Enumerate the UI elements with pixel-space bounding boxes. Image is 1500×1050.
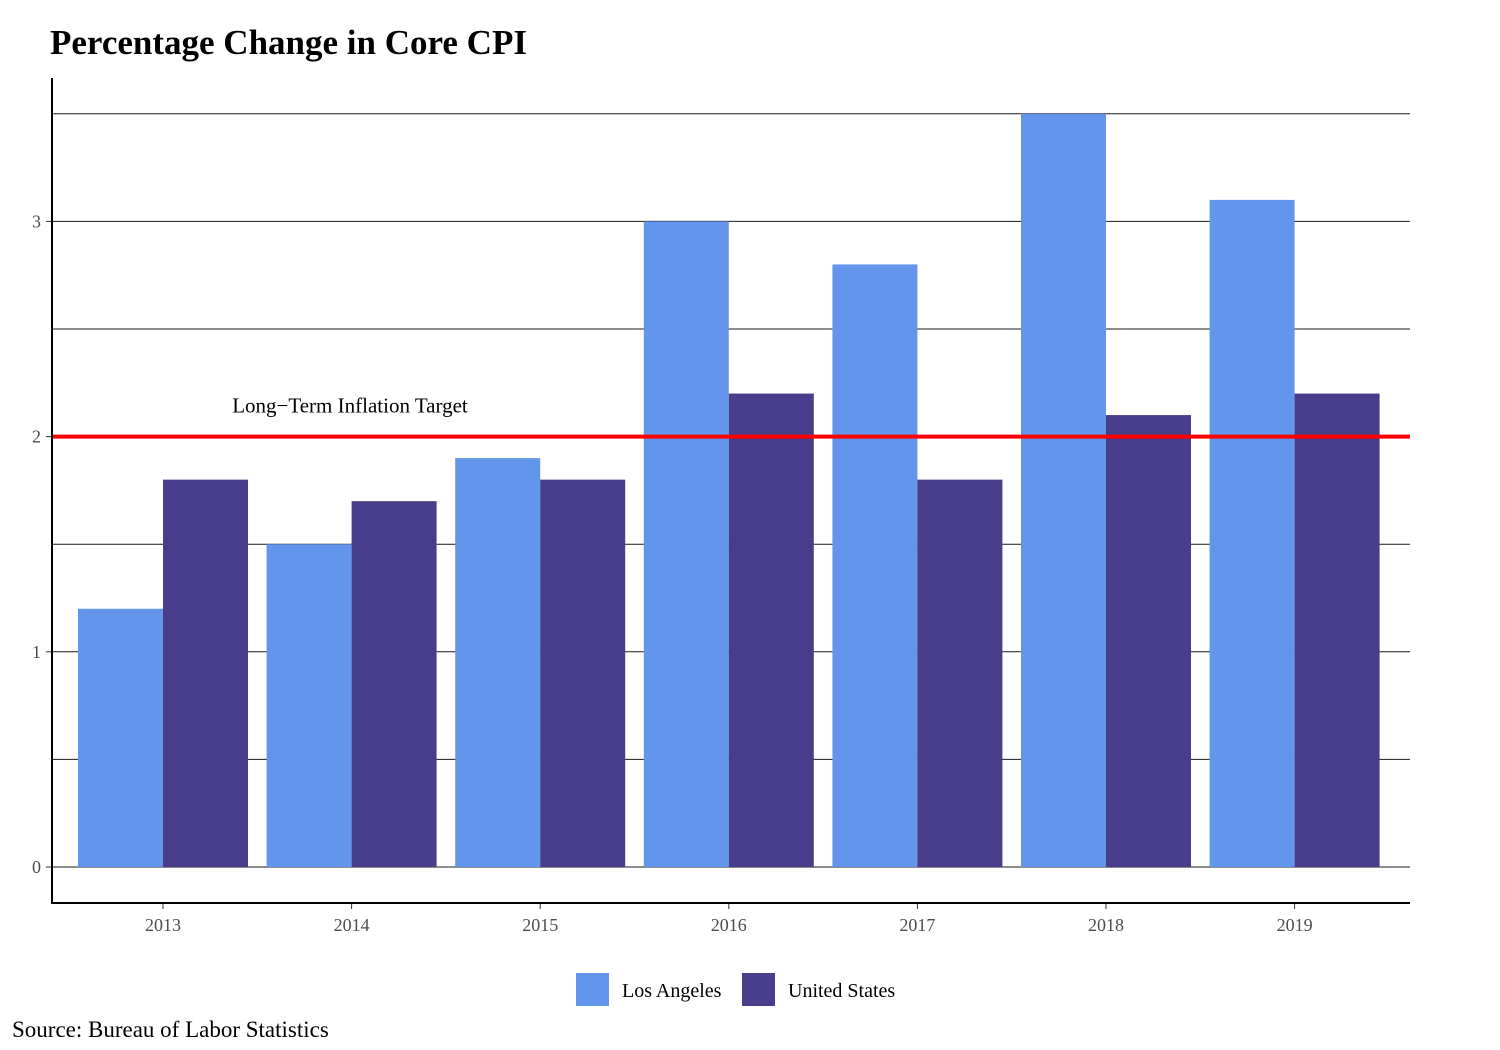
- bar: [1209, 199, 1295, 867]
- bar: [455, 458, 541, 867]
- chart-title: Percentage Change in Core CPI: [50, 23, 527, 62]
- x-tick-label: 2017: [899, 915, 935, 935]
- y-tick-label: 3: [32, 211, 41, 231]
- x-tick-label: 2018: [1088, 915, 1124, 935]
- x-tick-label: 2014: [334, 915, 370, 935]
- bar: [917, 479, 1003, 867]
- x-tick-label: 2015: [522, 915, 558, 935]
- bar: [832, 264, 918, 867]
- x-tick-label: 2016: [711, 915, 747, 935]
- bar: [351, 501, 437, 867]
- y-tick-label: 2: [32, 427, 41, 447]
- bar: [266, 544, 352, 867]
- legend: Los Angeles United States: [576, 973, 895, 1006]
- legend-label: Los Angeles: [622, 980, 722, 1002]
- bar: [728, 393, 814, 867]
- axes: 2013 2014 2015 2016 2017 2018 2019 0 1 2 3: [32, 78, 1410, 935]
- reference-line-label: Long−Term Inflation Target: [232, 394, 468, 418]
- bar: [163, 479, 248, 867]
- bar: [643, 221, 729, 867]
- bar: [1294, 393, 1380, 867]
- source-note: Source: Bureau of Labor Statistics: [12, 1017, 329, 1042]
- y-tick-label: 0: [32, 857, 41, 877]
- bar: [1021, 113, 1106, 868]
- y-tick-label: 1: [32, 642, 41, 662]
- bars: [78, 113, 1380, 868]
- x-tick-label: 2019: [1277, 915, 1313, 935]
- reference-line-group: Long−Term Inflation Target: [52, 394, 1410, 439]
- legend-swatch: [576, 973, 609, 1006]
- bar: [540, 479, 626, 867]
- x-tick-label: 2013: [145, 915, 181, 935]
- bar: [1106, 415, 1191, 867]
- legend-swatch: [742, 973, 775, 1006]
- legend-label: United States: [788, 980, 895, 1002]
- bar: [78, 608, 163, 867]
